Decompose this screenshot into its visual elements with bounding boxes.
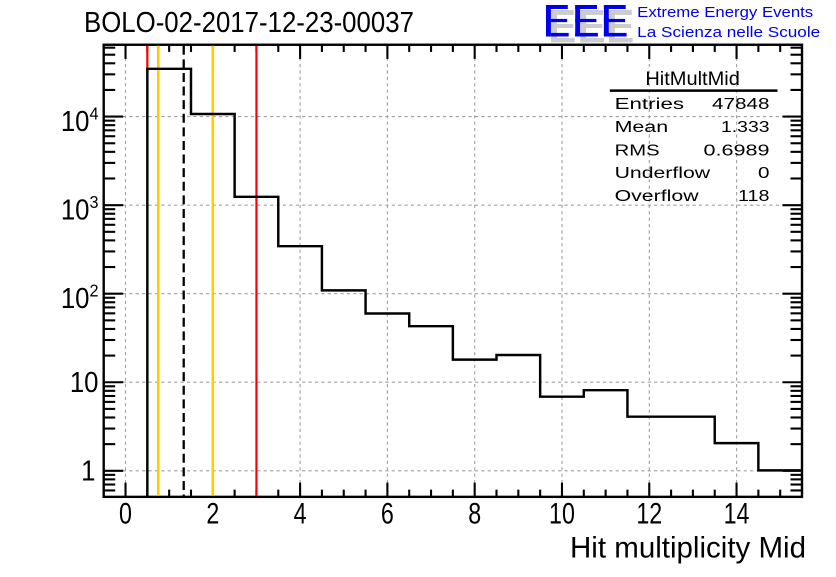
- svg-text:6: 6: [381, 497, 394, 530]
- svg-text:12: 12: [636, 497, 662, 530]
- svg-text:HitMultMid: HitMultMid: [645, 69, 740, 90]
- svg-text:10: 10: [549, 497, 575, 530]
- svg-text:10: 10: [70, 365, 99, 398]
- svg-text:BOLO-02-2017-12-23-00037: BOLO-02-2017-12-23-00037: [84, 6, 414, 38]
- svg-text:0: 0: [758, 165, 770, 182]
- svg-text:47848: 47848: [712, 96, 770, 113]
- svg-text:0: 0: [119, 497, 132, 530]
- svg-text:1.333: 1.333: [721, 119, 770, 136]
- svg-text:103: 103: [61, 192, 99, 225]
- svg-text:8: 8: [468, 497, 481, 530]
- svg-text:102: 102: [61, 281, 99, 314]
- svg-text:4: 4: [294, 497, 307, 530]
- svg-text:2: 2: [206, 497, 219, 530]
- svg-text:Overflow: Overflow: [615, 188, 700, 205]
- svg-text:Entries: Entries: [615, 96, 685, 113]
- svg-text:La Scienza nelle Scuole: La Scienza nelle Scuole: [637, 25, 820, 41]
- svg-text:1: 1: [81, 454, 95, 487]
- svg-text:RMS: RMS: [615, 143, 660, 160]
- svg-text:Mean: Mean: [615, 119, 669, 136]
- svg-text:118: 118: [738, 188, 770, 205]
- svg-text:14: 14: [724, 497, 750, 530]
- svg-text:0.6989: 0.6989: [704, 143, 770, 160]
- svg-text:Underflow: Underflow: [615, 165, 712, 182]
- svg-text:Hit multiplicity Mid: Hit multiplicity Mid: [570, 532, 806, 565]
- svg-text:Extreme Energy Events: Extreme Energy Events: [637, 5, 813, 21]
